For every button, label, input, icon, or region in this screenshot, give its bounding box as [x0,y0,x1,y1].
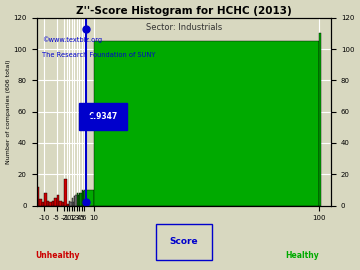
Bar [84,190,94,205]
Bar [94,41,319,205]
Bar [59,201,62,205]
Title: Z''-Score Histogram for HCHC (2013): Z''-Score Histogram for HCHC (2013) [76,6,292,16]
Text: Healthy: Healthy [285,251,319,260]
Bar [64,179,67,205]
Bar [70,202,72,205]
Bar [39,199,41,205]
Bar [51,201,54,205]
Bar [79,193,80,205]
Bar [46,201,49,205]
Text: The Research Foundation of SUNY: The Research Foundation of SUNY [42,52,156,58]
Bar [49,202,51,205]
Bar [78,195,79,205]
Bar [319,33,321,205]
Bar [67,204,69,205]
Bar [83,191,84,205]
Bar [80,193,81,205]
Bar [57,195,59,205]
Bar [74,196,75,205]
Bar [62,202,64,205]
Text: Unhealthy: Unhealthy [35,251,80,260]
Bar [75,195,77,205]
Bar [73,202,74,205]
Text: Sector: Industrials: Sector: Industrials [146,23,222,32]
Bar [81,190,83,205]
Y-axis label: Number of companies (606 total): Number of companies (606 total) [5,59,10,164]
Text: 6.9347: 6.9347 [88,112,118,121]
Bar [69,201,70,205]
Bar [77,193,78,205]
Bar [44,193,46,205]
Text: ©www.textbiz.org: ©www.textbiz.org [42,36,103,43]
Bar [37,187,39,205]
Text: Score: Score [170,238,198,247]
Bar [54,198,57,205]
Bar [41,202,44,205]
Bar [72,198,73,205]
